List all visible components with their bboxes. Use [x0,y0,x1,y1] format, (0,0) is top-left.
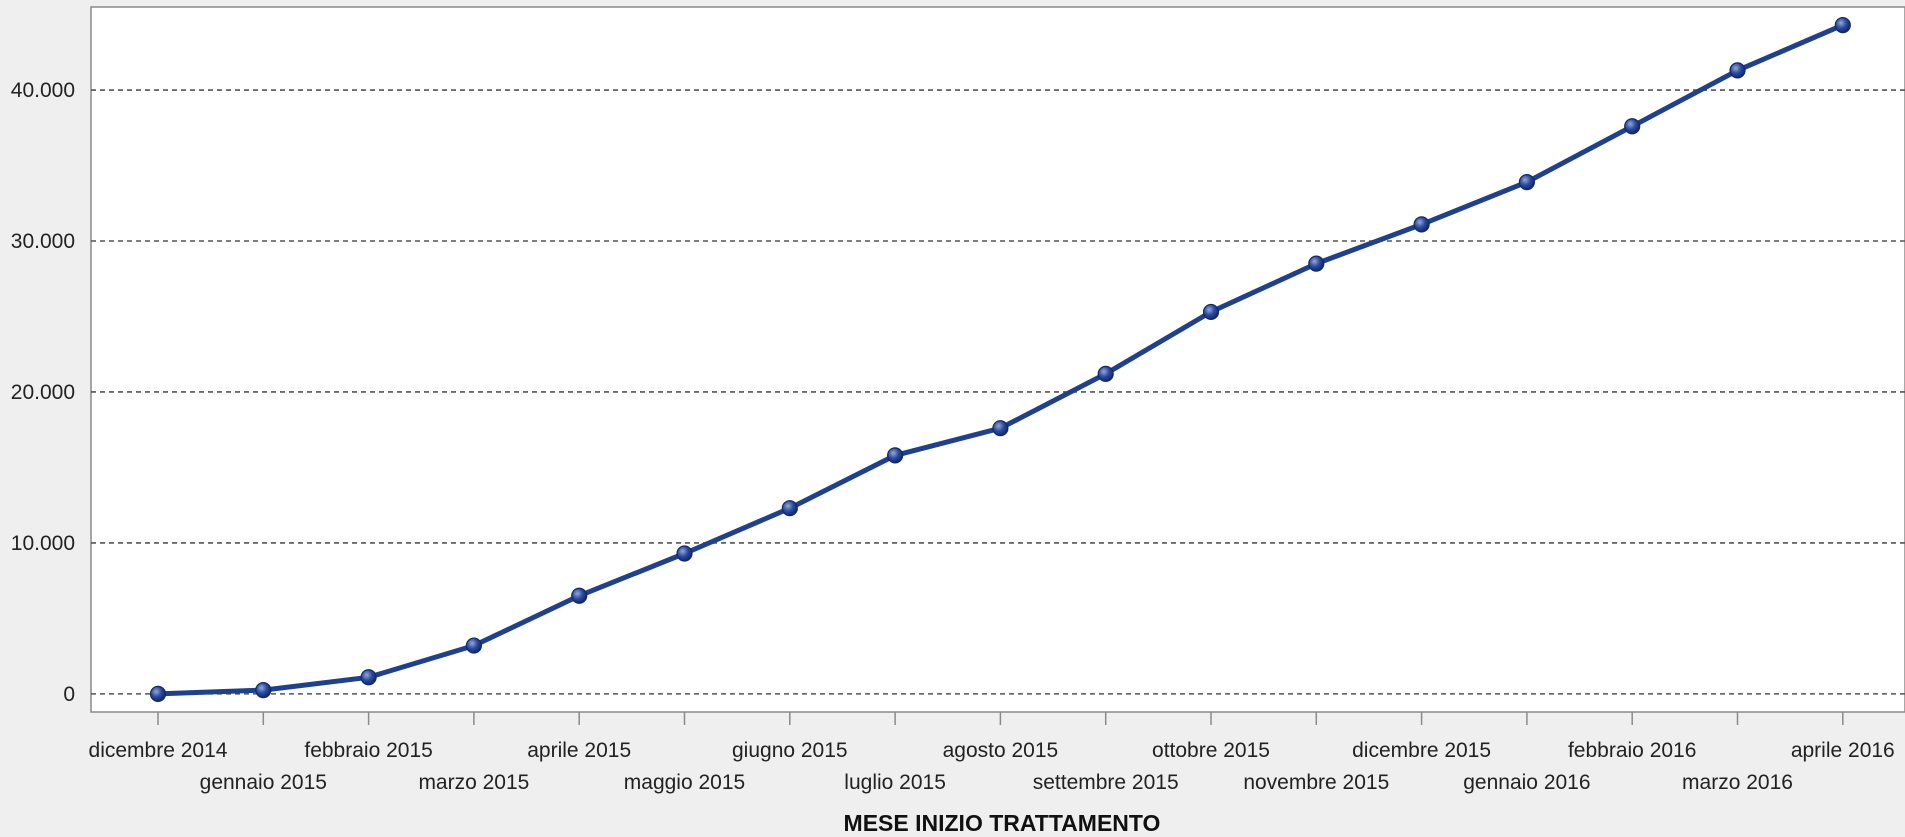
y-tick-label: 40.000 [11,79,75,102]
data-point [1834,17,1851,34]
x-tick-label: giugno 2015 [732,739,848,762]
x-tick-label: ottobre 2015 [1152,739,1270,762]
data-points [149,17,1851,702]
x-tick-label: febbraio 2016 [1568,739,1696,762]
x-tick-label: agosto 2015 [943,739,1059,762]
x-tick-label: luglio 2015 [844,771,946,794]
data-point [1202,303,1220,321]
data-point [465,637,482,654]
x-tick-label: maggio 2015 [624,771,745,794]
x-axis-tick-labels: dicembre 2014 gennaio 2015 febbraio 2015 ma… [89,739,1895,794]
x-tick-label: dicembre 2015 [1352,739,1491,762]
data-point [676,545,693,562]
data-point [1624,118,1641,135]
y-tick-label: 0 [63,683,75,706]
x-tick-label: aprile 2016 [1791,739,1895,762]
data-point [571,587,588,604]
data-point [992,420,1009,437]
data-point [1413,216,1430,233]
x-tick-label: marzo 2016 [1682,771,1793,794]
x-tick-label: gennaio 2015 [200,771,327,794]
data-point [1097,365,1114,382]
plot-area [90,6,1905,713]
x-axis-title: MESE INIZIO TRATTAMENTO [844,810,1161,836]
y-tick-label: 30.000 [11,230,75,253]
data-point [149,685,167,702]
data-point [886,447,904,464]
x-tick-label: novembre 2015 [1243,771,1389,794]
y-tick-label: 10.000 [11,532,75,555]
x-tick-label: aprile 2015 [527,739,631,762]
x-axis-ticks [157,712,1844,725]
x-tick-label: marzo 2015 [418,771,529,794]
x-tick-label: settembre 2015 [1033,771,1179,794]
data-point [781,500,798,517]
data-point [1729,62,1746,79]
data-point [1518,174,1536,191]
x-tick-label: febbraio 2015 [304,739,432,762]
data-point [255,682,272,699]
x-tick-label: gennaio 2016 [1463,771,1590,794]
data-point [360,669,377,686]
y-axis-tick-labels: 0 10.000 20.000 30.000 40.000 [11,79,75,706]
data-point [1308,255,1325,272]
x-tick-label: dicembre 2014 [89,739,228,762]
y-tick-label: 20.000 [11,381,75,404]
